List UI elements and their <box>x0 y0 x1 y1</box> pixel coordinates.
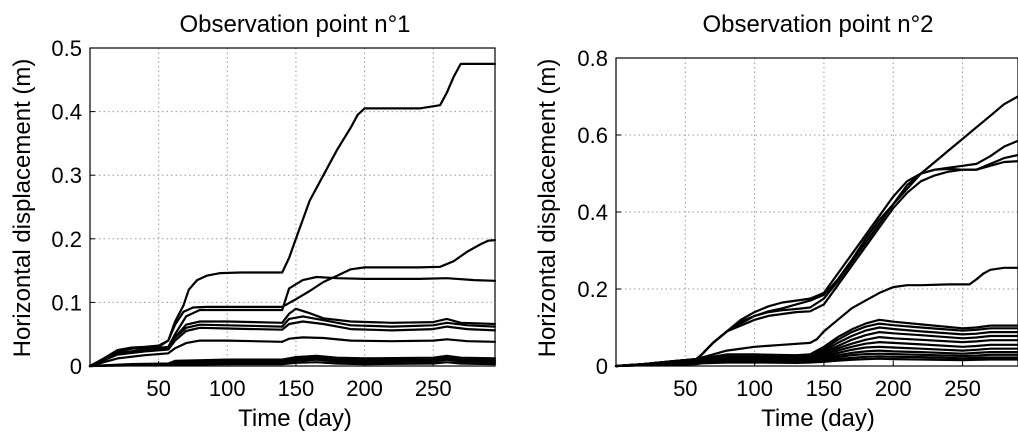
y-axis-label: Horizontal displacement (m) <box>9 59 36 358</box>
series-line-2 <box>614 139 1018 368</box>
series-line-2 <box>88 239 497 368</box>
series-line-4 <box>614 160 1018 368</box>
x-tick-labels: 50 100 150 200 250 <box>673 361 981 401</box>
grid-lines <box>616 58 1018 366</box>
y-tick-label: 0.2 <box>577 277 608 302</box>
series-lines <box>614 95 1018 368</box>
y-tick-label: 0.3 <box>51 163 82 188</box>
grid-lines <box>90 48 495 366</box>
chart-title: Observation point n°2 <box>702 11 933 38</box>
series-line-16 <box>614 357 1018 368</box>
y-axis-label: Horizontal displacement (m) <box>534 59 561 358</box>
y-tick-labels: 0 0.2 0.4 0.6 0.8 <box>577 46 621 379</box>
chart-panel-observation-point-2: Observation point n°2 50 100 150 200 250 0 0.… <box>534 11 1018 432</box>
series-line-5 <box>88 315 497 368</box>
y-tick-labels: 0 0.1 0.2 0.3 0.4 0.5 <box>51 36 95 379</box>
chart-title: Observation point n°1 <box>179 11 410 38</box>
series-line-6 <box>88 320 497 368</box>
x-tick-labels: 50 100 150 200 250 <box>146 361 452 401</box>
x-axis-label: Time (day) <box>238 405 352 432</box>
x-tick-label: 150 <box>806 376 843 401</box>
x-tick-label: 50 <box>673 376 697 401</box>
y-tick-label: 0.5 <box>51 36 82 61</box>
x-tick-label: 250 <box>944 376 981 401</box>
x-tick-label: 100 <box>209 376 246 401</box>
series-line-7 <box>88 336 497 368</box>
x-tick-label: 150 <box>278 376 315 401</box>
series-line-3 <box>88 275 497 368</box>
y-tick-label: 0 <box>596 354 608 379</box>
series-line-1 <box>88 62 497 368</box>
y-tick-label: 0.8 <box>577 46 608 71</box>
plot-frame <box>89 47 496 367</box>
y-tick-label: 0.4 <box>51 100 82 125</box>
x-tick-label: 200 <box>346 376 383 401</box>
chart-panel-observation-point-1: Observation point n°1 50 100 150 200 250 0 0.… <box>9 11 497 432</box>
y-tick-label: 0 <box>70 354 82 379</box>
x-tick-label: 250 <box>415 376 452 401</box>
x-tick-label: 200 <box>875 376 912 401</box>
y-tick-label: 0.6 <box>577 123 608 148</box>
y-tick-label: 0.1 <box>51 290 82 315</box>
y-tick-label: 0.4 <box>577 200 608 225</box>
series-line-11 <box>88 361 497 368</box>
y-tick-label: 0.2 <box>51 227 82 252</box>
plot-frame <box>615 57 1018 367</box>
x-tick-label: 50 <box>146 376 170 401</box>
series-lines <box>88 62 497 368</box>
x-tick-label: 100 <box>736 376 773 401</box>
x-axis-label: Time (day) <box>761 405 875 432</box>
series-line-1 <box>614 95 1018 368</box>
